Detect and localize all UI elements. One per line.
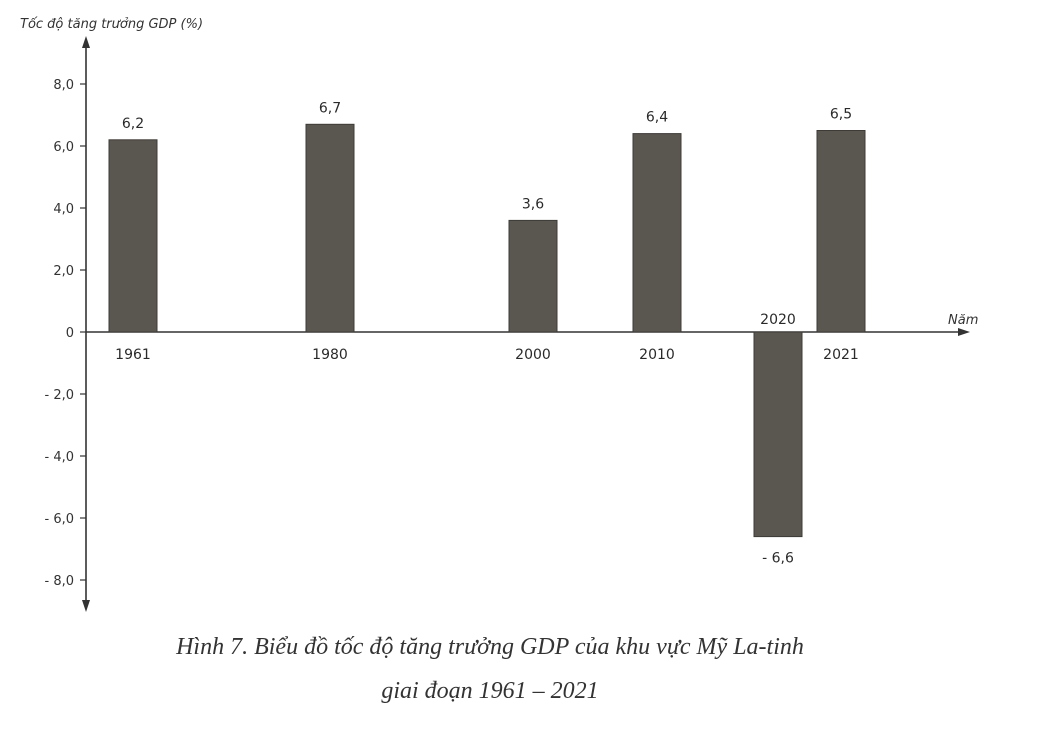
category-label-1961: 1961 (115, 347, 151, 363)
category-label-2020: 2020 (760, 312, 796, 328)
y-tick-label: 2,0 (53, 264, 74, 279)
y-tick-label: 4,0 (53, 202, 74, 217)
value-label-1961: 6,2 (122, 116, 144, 132)
figure-caption-line1: Hình 7. Biểu đồ tốc độ tăng trưởng GDP c… (176, 634, 804, 660)
bar-1961 (108, 139, 158, 333)
bar-2021 (816, 130, 866, 333)
y-ticks: 8,0 6,0 4,0 2,0 0 - 2,0 - 4,0 - 6,0 - 8,0 (45, 78, 86, 589)
y-axis-arrow-top (82, 36, 90, 48)
figure-caption-line2: giai đoạn 1961 – 2021 (381, 678, 599, 704)
y-tick-label: - 2,0 (45, 388, 75, 403)
value-label-2021: 6,5 (830, 107, 852, 123)
x-axis-title: Năm (948, 313, 978, 328)
y-tick-label: - 6,0 (45, 512, 75, 527)
value-label-2010: 6,4 (646, 110, 668, 126)
value-label-2000: 3,6 (522, 196, 544, 212)
bar-1980 (305, 123, 355, 333)
bars (108, 123, 866, 538)
bar-chart: Tốc độ tăng trưởng GDP (%) Năm 8,0 6,0 4,0… (20, 17, 978, 612)
y-tick-label: - 4,0 (45, 450, 75, 465)
category-label-1980: 1980 (312, 347, 348, 363)
y-tick-label: 0 (66, 326, 74, 341)
value-label-2020: - 6,6 (762, 551, 794, 567)
value-labels: 6,2 6,7 3,6 6,4 - 6,6 6,5 (122, 100, 852, 566)
y-axis-title: Tốc độ tăng trưởng GDP (%) (20, 17, 203, 32)
y-tick-label: - 8,0 (45, 574, 75, 589)
value-label-1980: 6,7 (319, 100, 341, 116)
category-label-2000: 2000 (515, 347, 551, 363)
bar-2000 (508, 219, 558, 333)
category-label-2010: 2010 (639, 347, 675, 363)
category-label-2021: 2021 (823, 347, 859, 363)
y-tick-label: 6,0 (53, 140, 74, 155)
bar-2010 (632, 133, 682, 333)
x-axis-arrow (958, 328, 970, 336)
y-axis-arrow-bottom (82, 600, 90, 612)
category-labels: 1961 1980 2000 2010 2020 2021 (115, 312, 859, 363)
y-tick-label: 8,0 (53, 78, 74, 93)
bar-2020 (753, 331, 803, 538)
